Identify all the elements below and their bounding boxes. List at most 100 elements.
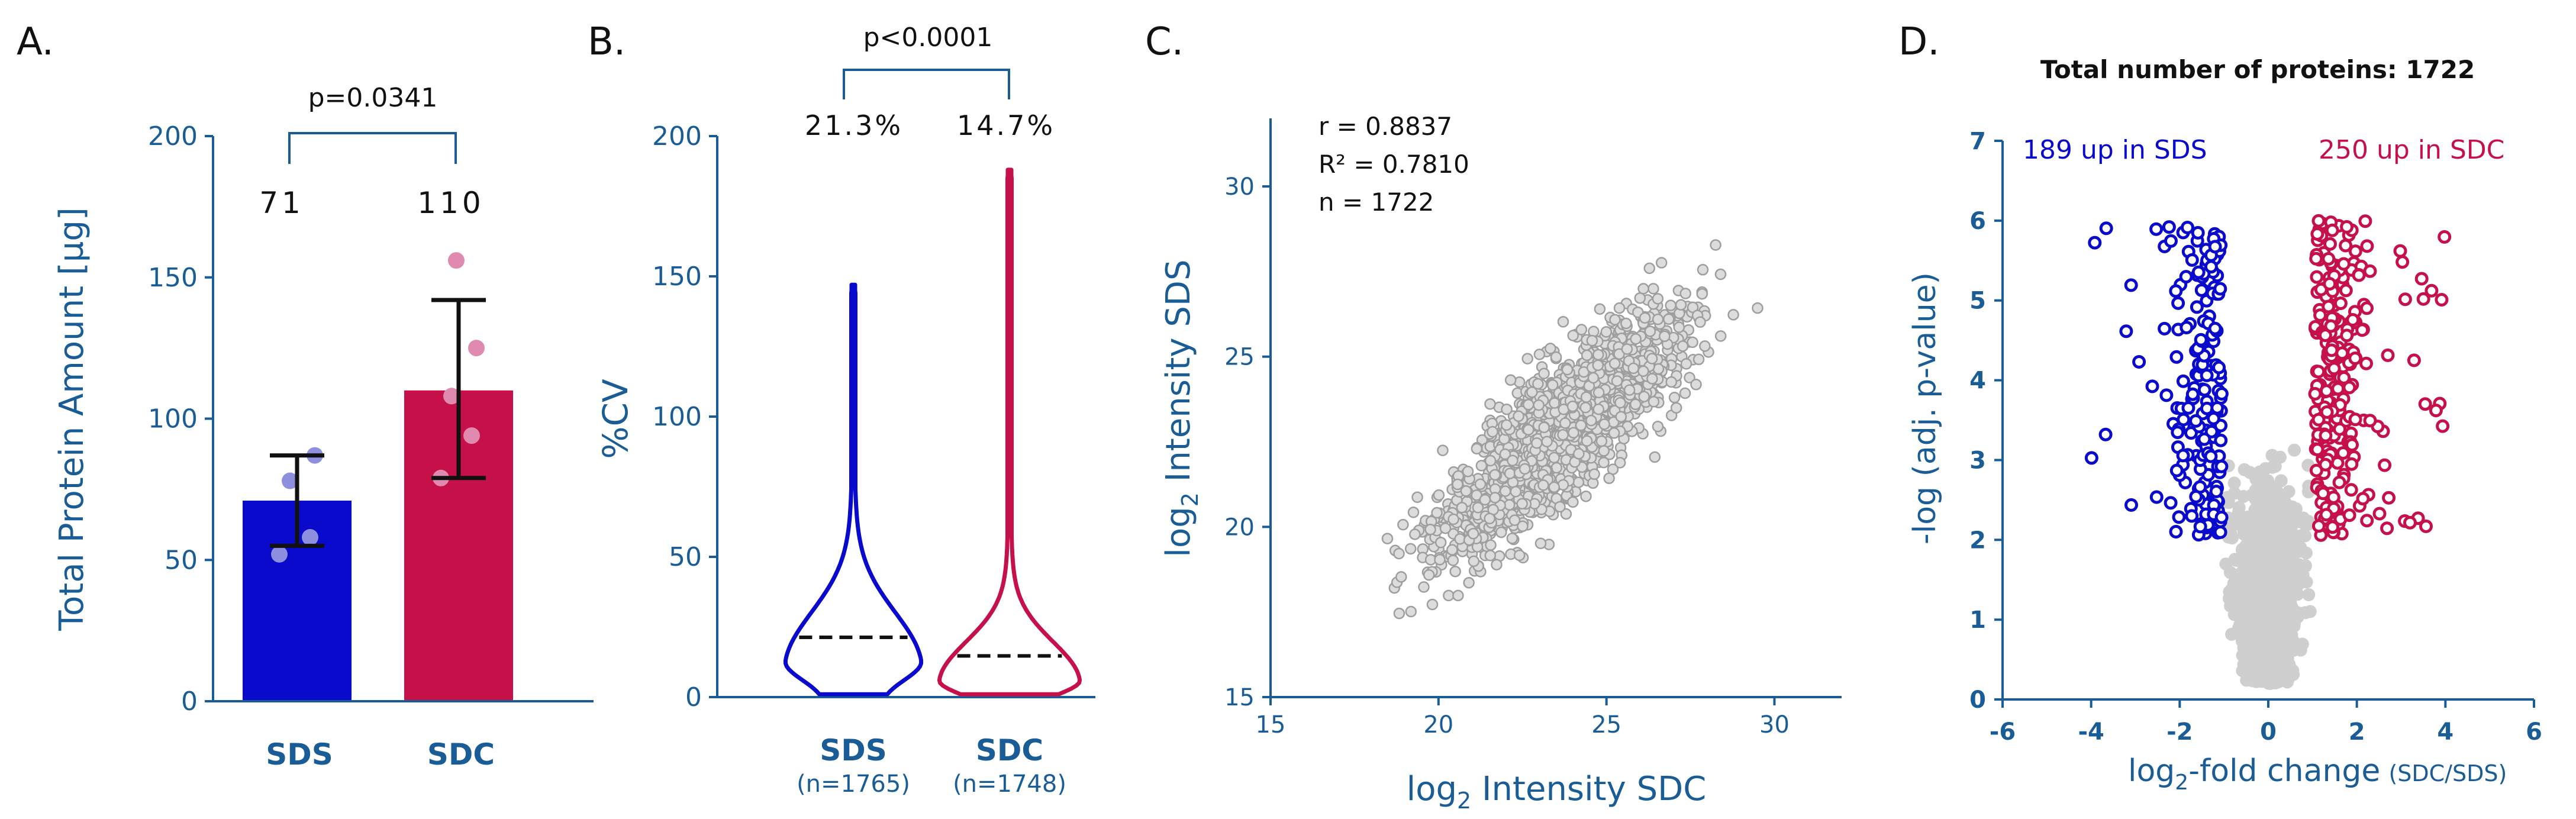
volcano-point-up-sds (2159, 388, 2174, 402)
scatter-point (1579, 401, 1592, 414)
x-tick-label: 0 (2260, 718, 2277, 746)
y-tick-label: 6 (1969, 208, 1986, 235)
y-tick-label: 150 (148, 263, 198, 293)
volcano-point-up-sdc (2363, 264, 2377, 278)
volcano-point-up-sdc (2327, 362, 2341, 376)
panel-c-points (1381, 239, 1763, 620)
scatter-point (1550, 351, 1562, 363)
volcano-point-up-sdc (2345, 438, 2359, 452)
scatter-point (1506, 533, 1518, 544)
volcano-point-up-sds (2194, 333, 2208, 347)
scatter-point (1572, 476, 1585, 488)
violin-sds (783, 282, 924, 697)
scatter-point (1557, 315, 1569, 328)
volcano-point-up-sds (2210, 401, 2224, 415)
volcano-point-up-sdc (2319, 457, 2333, 472)
data-point (443, 388, 460, 405)
x-tick-label: -4 (2078, 718, 2104, 746)
scatter-point (1541, 436, 1553, 447)
scatter-point (1491, 559, 1503, 570)
panel-b-category-sds: SDS (820, 733, 887, 768)
scatter-point (1557, 428, 1569, 441)
scatter-point (1608, 357, 1621, 370)
volcano-point-up-sds (2158, 321, 2172, 336)
scatter-point (1447, 513, 1459, 525)
volcano-point-up-sds (2180, 321, 2194, 334)
volcano-point-up-sdc (2324, 343, 2339, 357)
panel-c-xlabel: log2 Intensity SDC (1407, 770, 1707, 814)
volcano-point-up-sdc (2438, 230, 2452, 244)
scatter-point (1405, 605, 1417, 618)
volcano-point-up-sds (2162, 220, 2176, 234)
volcano-point-ns (2251, 540, 2265, 553)
scatter-point (1484, 398, 1496, 410)
volcano-point-up-sdc (2403, 515, 2417, 530)
volcano-point-up-sdc (2348, 412, 2362, 427)
scatter-point (1545, 343, 1556, 354)
x-tick-label: 15 (1256, 711, 1286, 739)
scatter-point (1663, 313, 1675, 325)
volcano-point-up-sdc (2310, 443, 2324, 457)
scatter-point (1501, 419, 1513, 431)
panel-b-violins (783, 167, 1082, 697)
volcano-point-ns (2269, 540, 2282, 553)
scatter-point (1648, 395, 1660, 408)
scatter-point (1560, 508, 1572, 520)
volcano-point-ns (2253, 505, 2267, 519)
scatter-point (1446, 544, 1458, 556)
volcano-point-ns (2271, 657, 2285, 671)
panel-c-stat-n: n = 1722 (1318, 188, 1434, 217)
volcano-point-up-sds (2214, 510, 2229, 524)
scatter-point (1508, 514, 1521, 526)
volcano-point-up-sdc (2310, 270, 2324, 284)
volcano-point-up-sdc (2322, 251, 2336, 266)
volcano-point-up-sds (2207, 411, 2220, 425)
volcano-point-up-sdc (2340, 220, 2354, 234)
volcano-point-up-sdc (2393, 244, 2407, 258)
volcano-point-up-sdc (2322, 299, 2336, 314)
y-tick-label: 200 (148, 121, 198, 151)
y-tick-label: 4 (1969, 367, 1986, 395)
volcano-point-up-sdc (2407, 353, 2421, 367)
volcano-point-ns (2268, 460, 2282, 473)
volcano-point-ns (2278, 638, 2291, 652)
scatter-point (1600, 326, 1613, 338)
scatter-point (1623, 384, 1636, 396)
panel-d-label: D. (1898, 20, 1940, 64)
scatter-point (1637, 365, 1649, 377)
y-tick-label: 30 (1224, 173, 1255, 201)
volcano-point-ns (2238, 515, 2252, 528)
x-tick-label: -2 (2166, 718, 2193, 746)
panel-a-marks (243, 252, 513, 701)
scatter-point (1548, 452, 1560, 464)
volcano-point-ns (2287, 578, 2300, 591)
volcano-point-up-sds (2209, 485, 2223, 498)
scatter-point (1646, 353, 1658, 365)
scatter-point (1588, 468, 1600, 481)
volcano-point-up-sds (2171, 296, 2185, 310)
volcano-point-up-sdc (2396, 255, 2410, 269)
scatter-point (1694, 316, 1706, 328)
volcano-point-up-sdc (2355, 323, 2369, 337)
y-tick-label: 0 (181, 686, 198, 717)
volcano-point-up-sds (2185, 509, 2199, 523)
scatter-point (1523, 424, 1534, 436)
volcano-point-up-sdc (2363, 414, 2377, 428)
volcano-point-up-sdc (2345, 457, 2359, 471)
scatter-point (1489, 492, 1501, 504)
volcano-point-up-sdc (2311, 519, 2326, 533)
scatter-point (1699, 340, 1711, 352)
volcano-point-up-sdc (2358, 214, 2372, 228)
scatter-point (1434, 536, 1447, 549)
volcano-point-up-sds (2214, 433, 2228, 447)
volcano-point-up-sds (2132, 355, 2146, 369)
volcano-point-up-sdc (2378, 458, 2392, 472)
scatter-point (1714, 268, 1727, 280)
scatter-point (1665, 376, 1678, 388)
y-tick-label: 50 (165, 545, 198, 575)
volcano-point-up-sds (2088, 236, 2102, 250)
y-tick-label: 3 (1969, 447, 1986, 474)
volcano-point-up-sdc (2311, 365, 2326, 379)
volcano-point-up-sds (2181, 221, 2194, 234)
